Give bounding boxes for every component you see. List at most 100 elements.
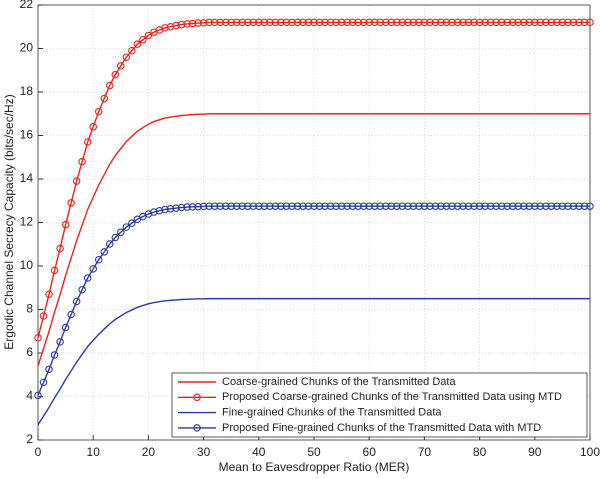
point-marker [194,19,202,27]
point-marker [525,202,534,210]
point-marker [354,202,362,210]
point-marker [293,202,302,210]
point-marker [497,202,506,210]
point-marker [194,202,202,211]
point-marker [393,18,401,27]
y-tick-label: 16 [20,128,34,142]
point-marker [67,310,75,319]
y-tick-label: 22 [20,0,34,11]
point-marker [553,18,561,27]
point-marker [514,18,522,27]
point-marker [470,18,478,27]
x-tick-label: 10 [87,445,101,459]
point-marker [437,18,445,27]
point-marker [404,18,412,27]
point-marker [326,18,335,27]
point-marker [56,338,64,346]
point-marker [78,285,86,294]
point-marker [542,202,550,210]
point-marker [586,18,594,27]
point-marker [288,202,296,210]
point-marker [348,18,357,27]
point-marker [492,202,500,210]
point-marker [122,223,131,231]
point-marker [238,202,246,210]
point-marker [398,202,407,210]
point-marker [304,202,313,210]
point-marker [183,203,191,211]
legend: Coarse-grained Chunks of the Transmitted… [171,372,588,438]
point-marker [100,248,108,256]
point-marker [575,202,583,210]
point-marker [100,94,108,103]
point-marker [542,18,550,27]
point-marker [359,18,368,27]
point-marker [72,177,81,185]
point-marker [166,205,175,213]
point-marker [486,202,495,210]
point-marker [503,202,511,210]
legend-marker [193,424,201,432]
point-marker [536,202,545,210]
point-marker [569,18,578,27]
point-marker [117,228,125,237]
point-marker [415,18,423,27]
point-marker [575,18,583,27]
point-marker [34,334,42,342]
point-marker [210,202,219,210]
y-tick-label: 4 [26,389,33,403]
point-marker [304,18,313,27]
x-axis-label: Mean to Eavesdropper Ratio (MER) [219,460,410,474]
point-marker [348,202,357,210]
y-tick-label: 18 [20,84,34,98]
point-marker [282,18,291,27]
point-marker [128,46,136,55]
point-marker [221,18,230,27]
point-marker [161,24,169,32]
point-marker [387,18,396,27]
point-marker [299,202,307,210]
point-marker [111,70,120,79]
point-marker [525,18,534,27]
point-marker [39,312,48,320]
point-marker [531,18,539,27]
point-marker [205,18,213,27]
point-marker [475,18,484,27]
point-marker [426,202,434,210]
point-marker [508,202,517,210]
point-marker [238,18,246,27]
point-marker [315,18,324,27]
point-marker [288,18,296,27]
point-marker [580,18,589,27]
y-tick-label: 12 [20,215,34,229]
point-marker [359,202,368,210]
point-marker [558,18,567,27]
point-marker [260,202,269,210]
point-marker [337,202,346,210]
point-marker [580,202,589,210]
point-marker [321,202,329,210]
point-marker [249,202,258,210]
point-marker [382,18,390,27]
y-axis-label: Ergodic Channel Secrecy Capacity (bits/s… [2,94,16,349]
point-marker [370,18,379,27]
point-marker [144,31,153,40]
point-marker [376,202,384,210]
x-tick-label: 30 [197,445,211,459]
x-tick-label: 80 [473,445,487,459]
point-marker [393,202,401,210]
point-marker [321,18,329,27]
point-marker [89,265,97,273]
point-marker [370,202,379,210]
point-marker [442,18,451,27]
point-marker [155,207,164,215]
point-marker [365,202,373,210]
point-marker [547,18,556,27]
point-marker [531,202,539,210]
point-marker [464,202,473,210]
legend-marker [193,393,201,402]
point-marker [415,202,423,210]
point-marker [315,202,324,210]
point-marker [271,202,280,210]
